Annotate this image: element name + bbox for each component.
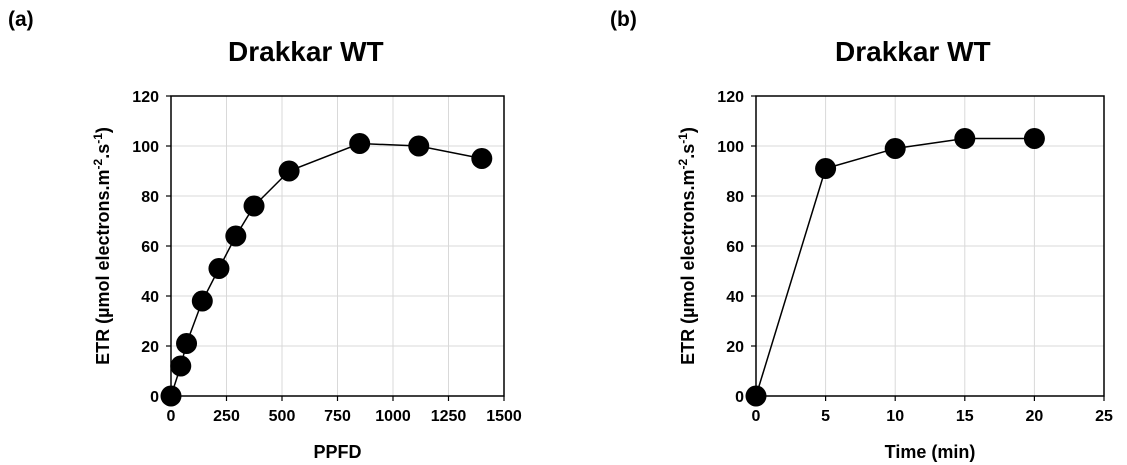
y-axis-label-part: -1 — [676, 133, 690, 144]
chart-svg-b: 0 5 10 15 20 25 0 20 40 60 80 100 120 Time (min) ETR (… — [676, 89, 1113, 462]
chart-title-a: Drakkar WT — [228, 36, 384, 67]
data-point — [408, 135, 430, 157]
panel-label-a: (a) — [8, 8, 34, 31]
data-point — [745, 385, 767, 407]
x-tick-label: 1500 — [486, 408, 522, 425]
y-axis-label-part: ETR (µmol electrons.m — [678, 169, 698, 364]
y-tick-label: 120 — [132, 89, 159, 106]
data-point — [278, 160, 300, 182]
data-point — [1023, 128, 1045, 149]
y-tick-label: 20 — [726, 339, 744, 356]
y-tick-label: 60 — [726, 239, 744, 256]
y-axis-label-part: ETR (µmol electrons.m — [93, 169, 113, 364]
data-point — [884, 138, 906, 159]
data-point — [815, 158, 837, 179]
y-tick-label: 0 — [735, 389, 744, 406]
y-axis-label-part: -1 — [91, 133, 105, 144]
data-point — [349, 133, 371, 154]
x-tick-label: 250 — [213, 408, 240, 425]
x-tick-label: 20 — [1026, 408, 1044, 425]
chart-svg-a: 0 250 500 750 1000 1250 1500 0 20 40 60 80 100 120 PPF… — [91, 89, 522, 462]
y-tick-label: 40 — [141, 289, 159, 306]
x-tick-label: 0 — [167, 408, 176, 425]
y-axis-label-part: -2 — [91, 158, 105, 169]
data-point — [471, 148, 493, 169]
chart-panel-b: (b) Drakkar WT 0 5 10 15 20 25 0 20 40 60 80 100 120… — [567, 0, 1127, 465]
x-tick-label: 1000 — [375, 408, 411, 425]
y-axis-label-part: ) — [678, 127, 698, 133]
y-axis-label-part: -2 — [676, 158, 690, 169]
y-tick-label: 20 — [141, 339, 159, 356]
y-axis-label-part: .s — [93, 144, 113, 159]
data-point — [208, 258, 230, 279]
data-point — [243, 195, 265, 217]
x-tick-label: 5 — [821, 408, 830, 425]
y-tick-label: 40 — [726, 289, 744, 306]
data-point — [225, 225, 247, 247]
y-tick-label: 0 — [150, 389, 159, 406]
data-point — [191, 290, 213, 312]
x-tick-label: 25 — [1095, 408, 1113, 425]
y-tick-label: 100 — [132, 139, 159, 156]
y-tick-label: 100 — [717, 139, 744, 156]
x-tick-label: 500 — [269, 408, 296, 425]
data-point — [954, 128, 976, 149]
x-axis-label: Time (min) — [885, 442, 976, 462]
y-axis-label: ETR (µmol electrons.m-2.s-1) — [91, 127, 113, 365]
x-tick-label: 750 — [324, 408, 351, 425]
x-tick-label: 15 — [956, 408, 974, 425]
panel-label-b: (b) — [610, 8, 637, 31]
x-tick-label: 1250 — [431, 408, 467, 425]
y-tick-label: 120 — [717, 89, 744, 106]
y-axis-label-part: ) — [93, 127, 113, 133]
x-tick-label: 10 — [886, 408, 904, 425]
y-tick-label: 80 — [726, 189, 744, 206]
y-tick-label: 60 — [141, 239, 159, 256]
y-tick-label: 80 — [141, 189, 159, 206]
chart-panel-a: (a) Drakkar WT 0 250 500 750 1000 1250 1500 0 20… — [0, 0, 560, 465]
x-tick-label: 0 — [752, 408, 761, 425]
data-point — [160, 385, 182, 407]
y-axis-label-part: .s — [678, 144, 698, 159]
data-point — [170, 355, 192, 377]
chart-title-b: Drakkar WT — [835, 36, 991, 67]
data-point — [176, 333, 198, 354]
x-axis-label: PPFD — [313, 442, 361, 462]
y-axis-label: ETR (µmol electrons.m-2.s-1) — [676, 127, 698, 365]
